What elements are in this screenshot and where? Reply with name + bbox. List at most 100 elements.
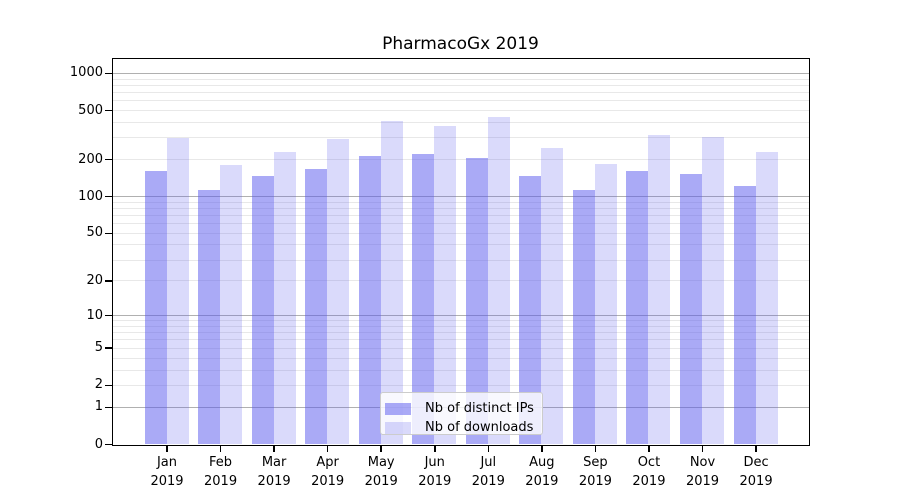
y-tick-mark: [105, 158, 112, 161]
y-tick-label: 500: [78, 102, 103, 118]
x-tick-label: Oct 2019: [614, 453, 684, 491]
y-tick-mark: [105, 280, 112, 282]
gridline-minor: [112, 207, 809, 209]
x-tick-label: May 2019: [346, 453, 416, 491]
legend-item-distinct-ips: Nb of distinct IPs: [385, 399, 542, 418]
x-tick-mark: [380, 445, 382, 452]
gridline-minor: [112, 159, 809, 161]
bar-distinct-ips-jul: [465, 158, 488, 444]
y-tick-label: 100: [78, 188, 103, 204]
y-tick-label: 2: [94, 377, 103, 393]
x-tick-year: 2019: [311, 474, 345, 489]
y-tick-label: 0: [94, 436, 103, 452]
bar-distinct-ips-feb: [198, 190, 221, 444]
y-tick-mark: [105, 195, 112, 198]
x-tick-mark: [487, 445, 490, 452]
bar-downloads-oct: [648, 134, 671, 444]
x-tick-label: Aug 2019: [507, 453, 577, 491]
x-tick-mark: [701, 445, 704, 452]
y-tick-mark: [105, 347, 112, 349]
bar-downloads-dec: [755, 152, 778, 444]
x-tick-label: Jun 2019: [400, 453, 470, 491]
x-tick-mark: [326, 445, 329, 452]
bar-distinct-ips-nov: [680, 173, 702, 444]
x-tick-label: Jul 2019: [453, 453, 523, 491]
y-tick-label: 50: [86, 225, 103, 241]
x-tick-mark: [594, 445, 597, 452]
bar-downloads-jan: [166, 138, 189, 444]
y-tick-mark: [105, 384, 112, 387]
y-tick-label: 20: [86, 272, 103, 288]
bar-downloads-nov: [702, 137, 724, 444]
x-tick-label: Apr 2019: [293, 453, 363, 491]
y-tick-label: 200: [78, 151, 103, 167]
x-tick-mark: [273, 445, 275, 452]
bar-downloads-mar: [273, 152, 296, 444]
x-tick-mark: [755, 445, 757, 452]
gridline-minor: [112, 384, 809, 386]
y-tick-mark: [105, 232, 112, 235]
bar-downloads-aug: [541, 148, 564, 444]
gridline-minor: [112, 347, 809, 349]
y-tick-label: 1: [94, 399, 103, 415]
y-tick-mark: [105, 72, 112, 75]
gridline-minor: [112, 110, 809, 112]
gridline-minor: [112, 201, 809, 203]
x-tick-label: Dec 2019: [721, 453, 791, 491]
x-tick-year: 2019: [632, 474, 666, 489]
gridline-minor: [112, 121, 809, 123]
plot-area: [111, 58, 810, 446]
gridline-minor: [112, 280, 809, 282]
bar-downloads-jul: [487, 117, 510, 444]
x-tick-month: May: [367, 455, 395, 470]
gridline-major: [112, 315, 809, 317]
gridline-minor: [112, 369, 809, 371]
bar-downloads-may: [380, 120, 403, 444]
legend-label-downloads: Nb of downloads: [425, 420, 534, 435]
y-tick-mark: [105, 443, 112, 446]
x-tick-label: Jan 2019: [132, 453, 202, 491]
x-tick-year: 2019: [204, 474, 238, 489]
gridline-minor: [112, 100, 809, 102]
bar-distinct-ips-jan: [144, 171, 167, 444]
legend-item-downloads: Nb of downloads: [385, 418, 542, 437]
gridline-minor: [112, 214, 809, 216]
chart-title: PharmacoGx 2019: [382, 34, 539, 54]
y-tick-mark: [105, 406, 112, 408]
x-tick-month: Nov: [689, 455, 716, 470]
gridline-minor: [112, 320, 809, 322]
legend-swatch-downloads: [385, 421, 411, 434]
y-tick-mark: [105, 314, 112, 317]
x-tick-label: Nov 2019: [668, 453, 738, 491]
x-tick-mark: [434, 445, 436, 452]
gridlines-layer: [112, 59, 809, 445]
x-tick-year: 2019: [685, 474, 720, 489]
y-tick-label: 5: [94, 340, 103, 356]
x-tick-month: Jun: [424, 455, 445, 470]
bar-distinct-ips-mar: [251, 175, 274, 444]
gridline-minor: [112, 244, 809, 246]
bar-distinct-ips-apr: [305, 168, 328, 444]
bar-distinct-ips-dec: [733, 186, 756, 444]
x-tick-year: 2019: [418, 474, 452, 489]
bar-distinct-ips-sep: [572, 190, 595, 444]
x-tick-month: Jul: [480, 455, 497, 470]
gridline-minor: [112, 78, 809, 80]
x-tick-year: 2019: [150, 474, 184, 489]
gridline-minor: [112, 325, 809, 327]
legend-label-distinct-ips: Nb of distinct IPs: [425, 401, 534, 416]
y-tick-label: 1000: [69, 65, 103, 81]
gridline-minor: [112, 137, 809, 139]
gridline-major: [112, 72, 809, 74]
x-tick-year: 2019: [364, 474, 398, 489]
x-tick-label: Feb 2019: [186, 453, 256, 491]
bar-downloads-apr: [327, 139, 350, 444]
bar-distinct-ips-may: [358, 155, 381, 444]
legend: Nb of distinct IPs Nb of downloads: [380, 392, 543, 435]
x-tick-month: Apr: [316, 455, 339, 470]
x-tick-month: Mar: [261, 455, 287, 470]
x-tick-mark: [648, 445, 650, 452]
gridline-minor: [112, 232, 809, 234]
x-tick-label: Sep 2019: [560, 453, 630, 491]
gridline-minor: [112, 332, 809, 334]
